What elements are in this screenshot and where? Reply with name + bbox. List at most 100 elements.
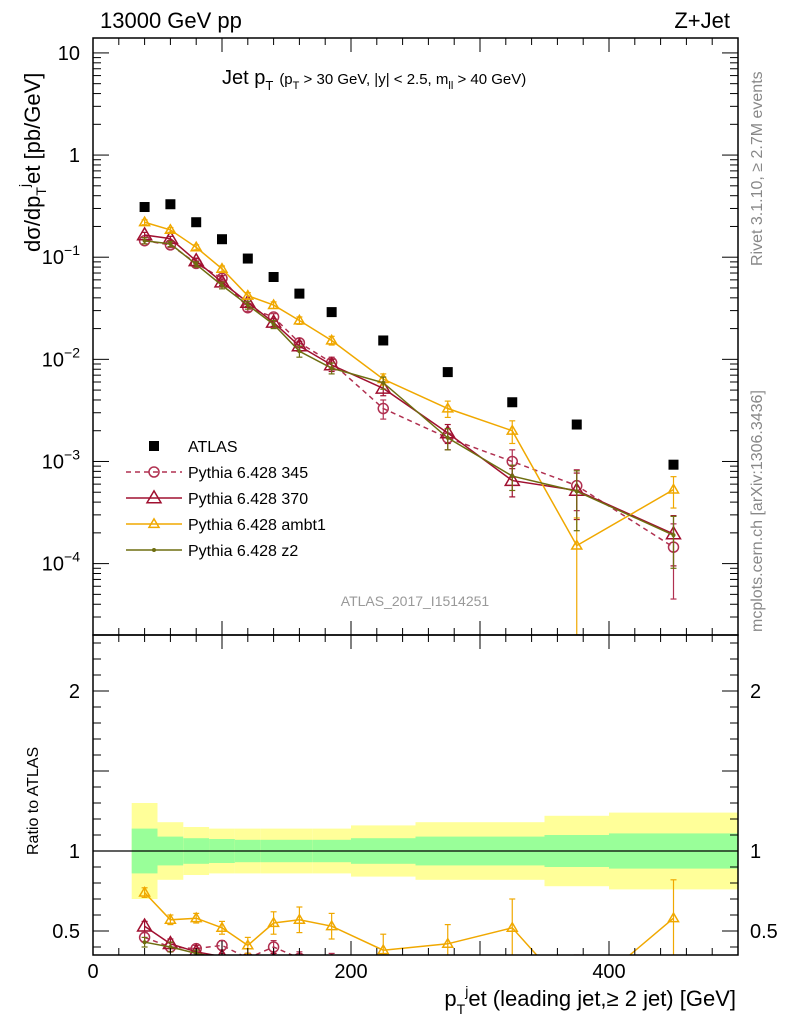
atlas-data-point [442, 367, 453, 378]
ratio-point [510, 979, 514, 983]
axes: 0 200 400 10 1 10−1 10−2 10−3 10−4 2 2 1 1 0.5 0.5 [42, 37, 778, 983]
atlas-data-point [294, 288, 305, 299]
legend-entry: Pythia 6.428 ambt1 [126, 517, 326, 534]
data-point [441, 401, 455, 413]
legend: ATLAS Pythia 6.428 345 Pythia 6.428 370 Pyt… [126, 439, 326, 560]
ratio-plot-area [93, 803, 738, 983]
data-point [445, 435, 450, 440]
legend-label: ATLAS [188, 439, 238, 456]
data-point [267, 298, 280, 310]
legend-entry: Pythia 6.428 z2 [126, 543, 298, 560]
data-point [241, 289, 255, 300]
y-axis-label: dσ/dpTjet [pb/GeV] [16, 73, 49, 252]
ratio-tick-label-right: 2 [750, 681, 761, 703]
x-axis-label: pTjet (leading jet,≥ 2 jet) [GeV] [444, 983, 736, 1017]
plot-title: Jet pT (pT > 30 GeV, |y| < 2.5, mll > 40 … [222, 67, 526, 93]
ratio-point [572, 966, 582, 976]
data-point [293, 313, 306, 325]
ratio-point [189, 943, 204, 955]
data-point [505, 424, 519, 435]
data-point [245, 303, 250, 308]
legend-marker [152, 548, 156, 552]
ratio-point [293, 913, 306, 924]
legend-marker [149, 441, 159, 451]
data-point [325, 333, 338, 345]
data-point [510, 474, 515, 479]
main-plot-area [136, 199, 682, 635]
ratio-point [570, 969, 584, 981]
atlas-data-point [668, 459, 679, 470]
ratio-point [297, 964, 301, 968]
data-point [271, 322, 276, 327]
data-point [189, 240, 203, 252]
y-tick-label: 10−3 [42, 446, 80, 473]
data-point [138, 215, 151, 227]
ratio-point [330, 964, 334, 968]
analysis-id: ATLAS_2017_I1514251 [341, 593, 490, 609]
ratio-point [247, 954, 249, 955]
ratio-y-axis-label: Ratio to ATLAS [25, 747, 42, 855]
ratio-point [298, 952, 301, 955]
ratio-point [382, 954, 384, 955]
data-point [215, 262, 229, 273]
ratio-point [376, 943, 390, 955]
ratio-point [138, 886, 151, 897]
data-point [381, 380, 386, 385]
ratio-point [220, 956, 224, 960]
ratio-point [136, 917, 153, 932]
ratio-tick-label-right: 0.5 [750, 921, 778, 943]
data-point [667, 483, 680, 494]
data-point [168, 241, 173, 246]
ratio-tick-label: 2 [69, 681, 80, 703]
x-tick-label: 400 [592, 961, 625, 983]
ratio-point [505, 921, 519, 932]
ratio-point [246, 961, 250, 965]
y-tick-label: 1 [69, 145, 80, 167]
ratio-point [267, 916, 280, 928]
ratio-point [168, 945, 173, 949]
legend-label: Pythia 6.428 370 [188, 491, 308, 508]
ratio-point [189, 911, 203, 923]
legend-label: Pythia 6.428 345 [188, 465, 308, 482]
legend-entry: Pythia 6.428 370 [126, 489, 308, 508]
atlas-data-point [378, 335, 389, 346]
ratio-point [443, 969, 453, 979]
data-point [374, 379, 392, 394]
atlas-data-point [242, 253, 253, 264]
data-point [671, 533, 676, 538]
ratio-point [378, 971, 388, 981]
data-point [220, 283, 224, 288]
atlas-data-point [268, 271, 279, 282]
ratio-tick-label: 0.5 [52, 921, 80, 943]
y-tick-label: 10 [58, 43, 80, 65]
ratio-tick-label: 1 [69, 841, 80, 863]
ratio-point [667, 970, 681, 982]
series-pythia-6-428-z2 [141, 237, 677, 569]
ratio-series-pythia-6-428-ambt1 [138, 879, 680, 955]
legend-label: Pythia 6.428 ambt1 [188, 517, 326, 534]
ratio-point [441, 937, 455, 948]
legend-entry: ATLAS [149, 439, 238, 456]
atlas-data-point [507, 397, 518, 408]
y-tick-label: 10−4 [42, 549, 80, 576]
rivet-label: Rivet 3.1.10, ≥ 2.7M events [749, 71, 766, 266]
legend-marker [145, 489, 163, 504]
ratio-point [507, 964, 517, 974]
legend-label: Pythia 6.428 z2 [188, 543, 298, 560]
ratio-point [164, 913, 177, 924]
data-point [164, 223, 177, 235]
atlas-data-point [191, 217, 202, 228]
series-pythia-6-428-370 [136, 226, 682, 567]
atlas-data-point [139, 202, 150, 213]
ratio-point [667, 911, 680, 923]
data-point [297, 349, 302, 354]
ratio-point [446, 972, 450, 976]
legend-marker [147, 517, 161, 529]
ratio-point [272, 961, 276, 965]
ratio-point [215, 921, 229, 932]
data-point [570, 539, 584, 550]
data-point [329, 366, 334, 371]
process-label: Z+Jet [674, 8, 730, 33]
y-tick-label: 10−1 [42, 242, 80, 269]
